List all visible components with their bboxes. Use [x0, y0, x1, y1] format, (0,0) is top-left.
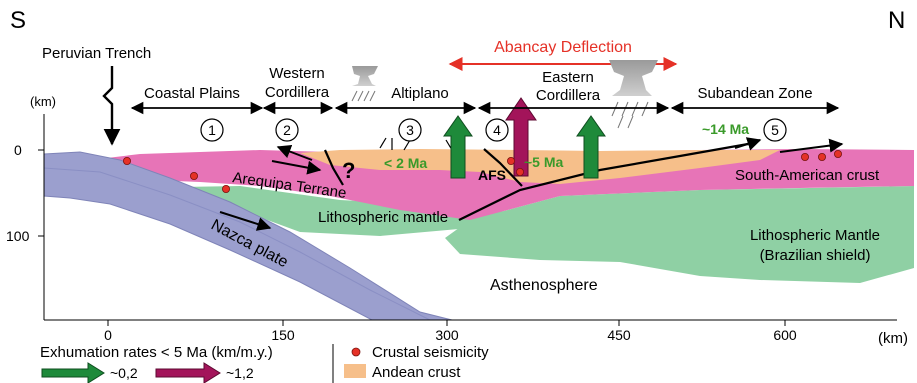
distance-axis-unit: (km)	[878, 330, 908, 347]
zone-label-altiplano: Altiplano	[391, 85, 449, 102]
distance-tick-0: 0	[104, 327, 112, 343]
annotation-lt2ma: < 2 Ma	[384, 155, 427, 171]
zone-label-western-1: Western	[269, 65, 325, 82]
label-south-american-crust: South-American crust	[735, 167, 880, 184]
svg-text:4: 4	[493, 122, 501, 138]
legend-seismicity-dot	[351, 347, 361, 357]
exhumation-arrow-green-2	[576, 115, 606, 179]
seismicity-dots	[123, 149, 843, 193]
compass-south: S	[10, 7, 26, 34]
zone-label-eastern-1: Eastern	[542, 69, 594, 86]
depth-axis-ticks	[38, 149, 44, 237]
legend-magenta-arrow	[155, 362, 221, 383]
legend-green-arrow	[41, 362, 105, 383]
distance-tick-450: 450	[607, 327, 631, 343]
annotation-question: ?	[342, 158, 355, 183]
subandean-thrust-arrow	[779, 138, 844, 153]
legend-green-rate: ~0,2	[110, 365, 138, 381]
legend-seismicity-label: Crustal seismicity	[372, 344, 489, 361]
nazca-motion-arrow	[219, 211, 272, 231]
depth-tick-0: 0	[14, 142, 22, 158]
label-lithospheric-mantle: Lithospheric mantle	[318, 209, 448, 226]
andean-crust	[300, 149, 780, 184]
compass-north: N	[888, 7, 905, 34]
depth-tick-100: 100	[6, 228, 30, 244]
zone-label-coastal: Coastal Plains	[144, 85, 240, 102]
arequipa-fault-arrow	[271, 160, 322, 175]
zone-label-subandean: Subandean Zone	[697, 85, 812, 102]
cloud-icon-small	[351, 66, 378, 102]
marker-4: 4	[485, 118, 509, 142]
thrust-fault-main	[458, 142, 749, 221]
western-fault-arrow	[276, 144, 313, 161]
legend-andean-swatch	[344, 364, 366, 378]
label-asthenosphere: Asthenosphere	[490, 277, 598, 294]
distance-axis-ticks	[107, 320, 786, 326]
distance-tick-600: 600	[773, 327, 797, 343]
legend-magenta-rate: ~1,2	[226, 365, 254, 381]
legend-andean-label: Andean crust	[372, 364, 461, 381]
svg-text:2: 2	[283, 122, 291, 138]
distance-tick-150: 150	[271, 327, 295, 343]
exhumation-arrow-green-1	[443, 115, 473, 179]
marker-1: 1	[200, 118, 224, 142]
afs-fault	[483, 148, 523, 187]
depth-axis-unit: (km)	[30, 94, 56, 109]
trench-arrow	[102, 66, 121, 146]
marker-5: 5	[763, 118, 787, 142]
legend-exhumation-title: Exhumation rates < 5 Ma (km/m.y.)	[40, 344, 273, 361]
svg-text:3: 3	[406, 122, 414, 138]
altiplano-tick-marks	[379, 137, 453, 151]
annotation-14ma: ~14 Ma	[702, 121, 749, 137]
marker-2: 2	[275, 118, 299, 142]
cloud-icon-large	[609, 60, 658, 129]
lithospheric-mantle-right	[445, 186, 914, 283]
zone-label-western-2: Cordillera	[265, 84, 330, 101]
zone-label-eastern-2: Cordillera	[536, 87, 601, 104]
marker-3: 3	[398, 118, 422, 142]
svg-text:1: 1	[208, 122, 216, 138]
distance-tick-300: 300	[435, 327, 459, 343]
western-fault	[323, 149, 344, 186]
circled-markers: 1 2 3 4 5	[200, 118, 787, 142]
label-lithospheric-mantle-2b: (Brazilian shield)	[760, 247, 871, 264]
svg-text:5: 5	[771, 122, 779, 138]
nazca-slab-line	[43, 167, 431, 321]
annotation-afs: AFS	[478, 167, 506, 183]
deflection-label: Abancay Deflection	[494, 39, 632, 56]
label-lithospheric-mantle-2a: Lithospheric Mantle	[750, 227, 880, 244]
thrust-fault-tip	[734, 137, 762, 151]
annotation-5ma: ~5 Ma	[524, 154, 564, 170]
trench-label: Peruvian Trench	[42, 45, 151, 62]
